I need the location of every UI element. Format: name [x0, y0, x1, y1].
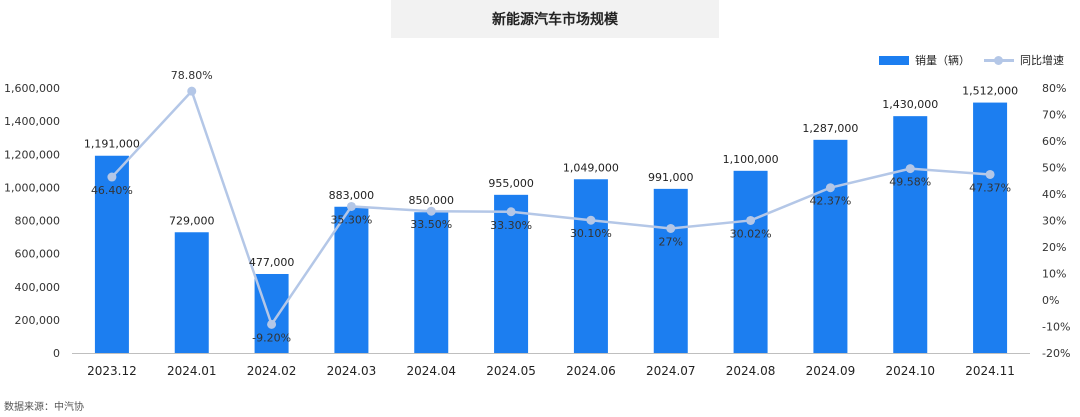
legend-item-growth: 同比增速 [984, 52, 1064, 68]
bar [893, 116, 928, 353]
growth-line [111, 88, 991, 328]
y-left-tick-label: 400,000 [15, 281, 61, 294]
y-right-tick-label: 0% [1042, 294, 1059, 307]
y-right-tick-label: 20% [1042, 241, 1066, 254]
bar-value-label: 1,512,000 [962, 85, 1018, 98]
x-tick-label: 2024.09 [806, 364, 856, 378]
growth-point [746, 215, 756, 225]
x-tick-label: 2024.10 [885, 364, 935, 378]
growth-point [506, 207, 516, 217]
y-right-tick-label: 60% [1042, 135, 1066, 148]
x-tick-label: 2024.07 [646, 364, 696, 378]
growth-value-label: 35.30% [330, 213, 372, 226]
y-right-tick-label: 10% [1042, 268, 1066, 281]
y-right-tick-label: -20% [1042, 347, 1070, 360]
y-left-tick-label: 800,000 [15, 215, 61, 228]
bar [254, 273, 289, 353]
growth-point [586, 215, 596, 225]
growth-value-label: 46.40% [91, 184, 133, 197]
bar [334, 206, 369, 353]
legend-label-sales: 销量（辆） [915, 54, 970, 67]
growth-point [825, 183, 835, 193]
growth-point [267, 319, 277, 329]
y-right-tick-label: -10% [1042, 321, 1070, 334]
growth-value-label: 78.80% [171, 69, 213, 82]
bar [653, 188, 688, 353]
y-right-tick-label: 70% [1042, 109, 1066, 122]
chart-title: 新能源汽车市场规模 [391, 0, 719, 38]
y-right-tick-label: 30% [1042, 215, 1066, 228]
x-tick-label: 2024.11 [965, 364, 1015, 378]
growth-value-label: -9.20% [252, 331, 291, 344]
y-right-tick-label: 50% [1042, 162, 1066, 175]
growth-point [187, 86, 197, 96]
bar-value-label: 1,191,000 [84, 138, 140, 151]
bar-value-label: 1,430,000 [882, 98, 938, 111]
y-right-tick-label: 40% [1042, 188, 1066, 201]
bar [733, 170, 768, 353]
growth-value-label: 33.50% [410, 218, 452, 231]
y-left-tick-label: 0 [53, 347, 60, 360]
y-left-tick-label: 1,600,000 [4, 82, 60, 95]
growth-point [107, 172, 117, 182]
growth-value-label: 47.37% [969, 181, 1011, 194]
bar [494, 194, 529, 353]
x-tick-label: 2024.01 [167, 364, 217, 378]
x-tick-label: 2023.12 [87, 364, 137, 378]
bar-value-label: 729,000 [169, 214, 215, 227]
growth-point [426, 206, 436, 216]
x-tick-label: 2024.05 [486, 364, 536, 378]
bar [414, 212, 449, 353]
bar-value-label: 991,000 [648, 171, 694, 184]
y-right-tick-label: 80% [1042, 82, 1066, 95]
growth-point [666, 223, 676, 233]
bar-value-label: 477,000 [249, 256, 295, 269]
legend-swatch-bar [879, 55, 909, 65]
y-left-tick-label: 1,400,000 [4, 115, 60, 128]
growth-value-label: 30.10% [570, 227, 612, 240]
y-left-tick-label: 1,000,000 [4, 181, 60, 194]
growth-point [985, 169, 995, 179]
bar-value-label: 883,000 [329, 189, 375, 202]
x-tick-label: 2024.04 [406, 364, 456, 378]
growth-value-label: 30.02% [730, 227, 772, 240]
bar [973, 102, 1008, 353]
x-tick-label: 2024.06 [566, 364, 616, 378]
bar-value-label: 850,000 [409, 194, 455, 207]
y-left-tick-label: 200,000 [15, 314, 61, 327]
growth-value-label: 42.37% [809, 195, 851, 208]
y-left-tick-label: 600,000 [15, 248, 61, 261]
growth-value-label: 49.58% [889, 176, 931, 189]
growth-point [905, 164, 915, 174]
bar [94, 155, 129, 353]
x-tick-label: 2024.02 [247, 364, 297, 378]
legend: 销量（辆） 同比增速 [865, 52, 1064, 68]
growth-point [346, 201, 356, 211]
y-left-tick-label: 1,200,000 [4, 148, 60, 161]
bar-value-label: 1,049,000 [563, 161, 619, 174]
x-tick-label: 2024.03 [327, 364, 377, 378]
bar-value-label: 1,287,000 [802, 122, 858, 135]
legend-item-sales: 销量（辆） [879, 52, 970, 68]
legend-swatch-line [984, 55, 1014, 65]
bar-value-label: 955,000 [488, 177, 534, 190]
source-note: 数据来源：中汽协 [4, 402, 84, 413]
bar-value-label: 1,100,000 [723, 153, 779, 166]
legend-label-growth: 同比增速 [1020, 54, 1064, 67]
bar [573, 179, 608, 353]
bar [174, 232, 209, 353]
growth-value-label: 27% [659, 235, 683, 248]
x-tick-label: 2024.08 [726, 364, 776, 378]
growth-value-label: 33.30% [490, 219, 532, 232]
bar [813, 139, 848, 353]
